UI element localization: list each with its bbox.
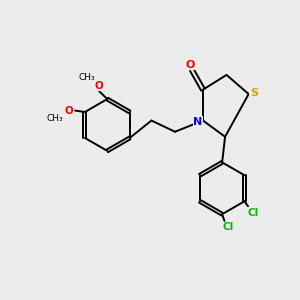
Text: Cl: Cl xyxy=(223,222,234,233)
Text: CH₃: CH₃ xyxy=(46,114,63,123)
Text: O: O xyxy=(64,106,73,116)
Text: CH₃: CH₃ xyxy=(78,73,95,82)
Text: O: O xyxy=(186,60,195,70)
Text: S: S xyxy=(250,88,258,98)
Text: N: N xyxy=(193,117,202,127)
Text: Cl: Cl xyxy=(248,208,259,218)
Text: O: O xyxy=(95,81,103,91)
